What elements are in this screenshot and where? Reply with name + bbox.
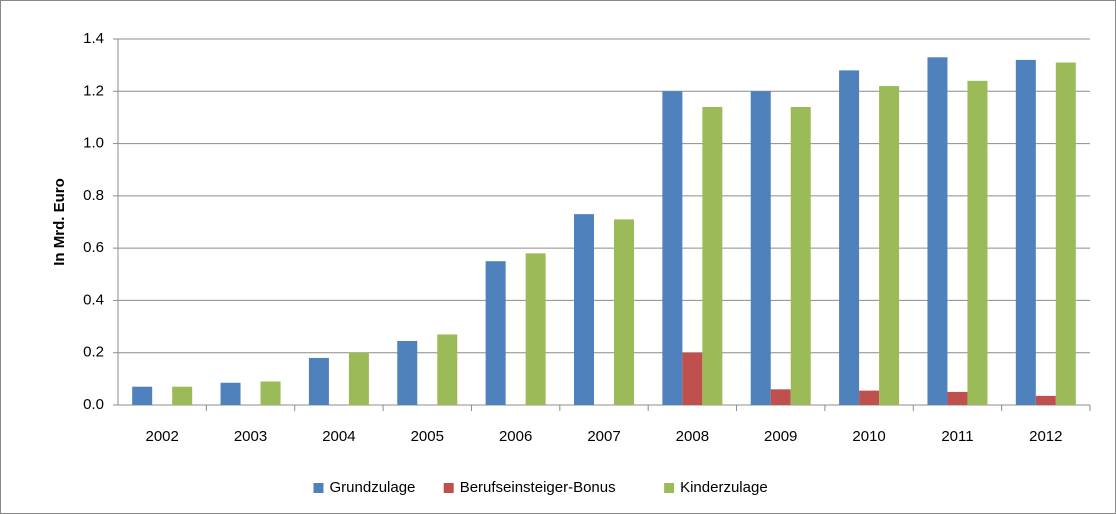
bar xyxy=(397,340,418,405)
bar xyxy=(859,390,880,405)
bar xyxy=(348,352,369,405)
bar xyxy=(927,57,948,406)
y-axis-label: In Mrd. Euro xyxy=(51,178,68,266)
bar xyxy=(172,386,193,405)
bar xyxy=(574,214,594,405)
bar xyxy=(308,357,329,405)
bar xyxy=(132,386,153,405)
y-tick-label: 0.6 xyxy=(83,239,104,256)
bar xyxy=(260,381,281,405)
x-tick-label: 2008 xyxy=(676,428,709,445)
y-tick-label: 0.4 xyxy=(83,291,104,308)
x-tick-label: 2003 xyxy=(234,428,267,445)
x-tick-label: 2009 xyxy=(764,428,797,445)
legend-key xyxy=(443,483,454,493)
x-tick-label: 2004 xyxy=(322,428,355,445)
bar xyxy=(485,261,506,405)
x-tick-label: 2006 xyxy=(499,428,532,445)
bar xyxy=(770,389,791,405)
bar xyxy=(750,91,771,406)
y-tick-label: 0.0 xyxy=(83,396,104,413)
bar xyxy=(662,91,683,406)
bar xyxy=(1035,395,1056,405)
bar xyxy=(702,106,723,405)
bar xyxy=(614,219,634,405)
y-tick-label: 1.4 xyxy=(83,30,104,47)
y-tick-label: 1.2 xyxy=(83,82,104,99)
bar xyxy=(220,382,241,405)
bar xyxy=(879,86,900,406)
legend-label: Berufseinsteiger-Bonus xyxy=(460,479,616,496)
x-tick-label: 2011 xyxy=(941,428,973,445)
x-tick-label: 2005 xyxy=(411,428,444,445)
y-tick-label: 0.8 xyxy=(83,187,104,204)
x-tick-label: 2002 xyxy=(145,428,178,445)
legend-label: Kinderzulage xyxy=(680,479,768,496)
bar xyxy=(839,70,860,405)
bar xyxy=(525,253,546,405)
legend-key xyxy=(664,483,675,493)
legend-key xyxy=(313,483,324,493)
bar xyxy=(1015,59,1036,406)
x-tick-label: 2010 xyxy=(852,428,885,445)
bar xyxy=(1055,62,1076,406)
y-tick-label: 1.0 xyxy=(83,135,104,152)
x-tick-label: 2007 xyxy=(587,428,620,445)
bar xyxy=(967,80,988,405)
x-tick-label: 2012 xyxy=(1029,428,1062,445)
bar xyxy=(682,352,703,405)
y-tick-label: 0.2 xyxy=(83,344,104,361)
legend-label: Grundzulage xyxy=(330,479,416,496)
bar xyxy=(947,391,968,405)
bar xyxy=(437,334,458,405)
bar xyxy=(790,106,811,405)
